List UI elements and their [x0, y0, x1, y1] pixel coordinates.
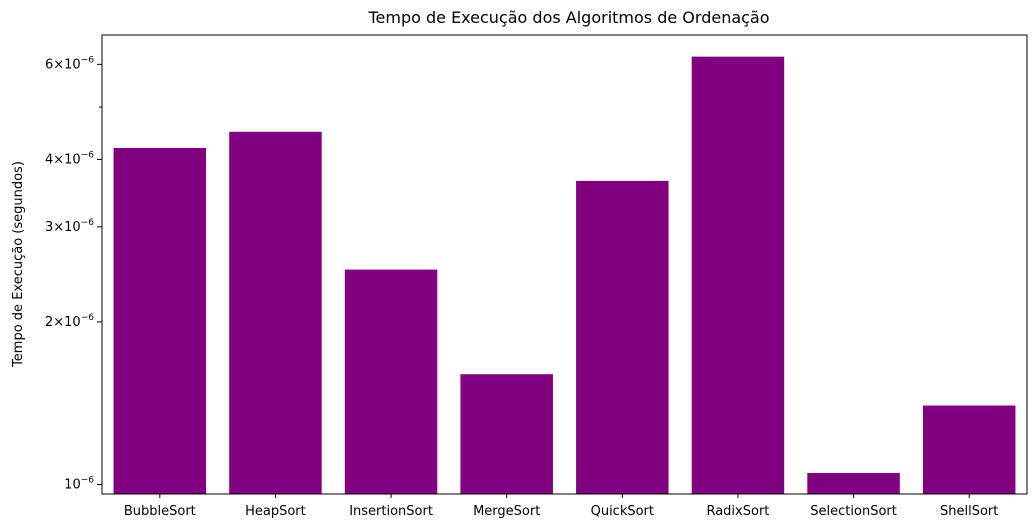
- x-tick-label: RadixSort: [706, 504, 769, 519]
- y-ticks-group: 10−6 2×10−6 3×10−6 4×10−6 6×10−6: [45, 55, 102, 492]
- bar-mergesort: [460, 374, 553, 494]
- y-tick-label: 6×10−6: [45, 55, 94, 72]
- bar-radixsort: [691, 56, 785, 494]
- bar-selectionsort: [807, 472, 900, 494]
- y-tick-label: 4×10−6: [45, 150, 94, 167]
- x-tick-label: QuickSort: [591, 504, 654, 519]
- x-tick-label: InsertionSort: [349, 504, 433, 519]
- x-tick-label: ShellSort: [940, 504, 998, 519]
- x-tick-label: BubbleSort: [124, 504, 196, 519]
- bar-heapsort: [229, 131, 322, 495]
- x-ticks-group: BubbleSort HeapSort InsertionSort MergeSort…: [124, 494, 998, 519]
- y-tick-label: 2×10−6: [45, 313, 94, 330]
- x-tick-label: MergeSort: [473, 504, 540, 519]
- y-tick-label: 3×10−6: [45, 218, 94, 235]
- chart-title: Tempo de Execução dos Algoritmos de Orde…: [367, 8, 769, 27]
- bars-group: [113, 56, 1016, 495]
- x-tick-label: HeapSort: [245, 504, 306, 519]
- bar-quicksort: [576, 180, 669, 495]
- plot-frame: [101, 34, 1028, 495]
- bar-insertionsort: [344, 269, 438, 494]
- bar-shellsort: [922, 405, 1016, 494]
- y-axis-title: Tempo de Execução (segundos): [11, 161, 26, 368]
- y-tick-label: 10−6: [64, 475, 94, 492]
- x-tick-label: SelectionSort: [810, 504, 897, 519]
- bar-bubblesort: [113, 147, 207, 494]
